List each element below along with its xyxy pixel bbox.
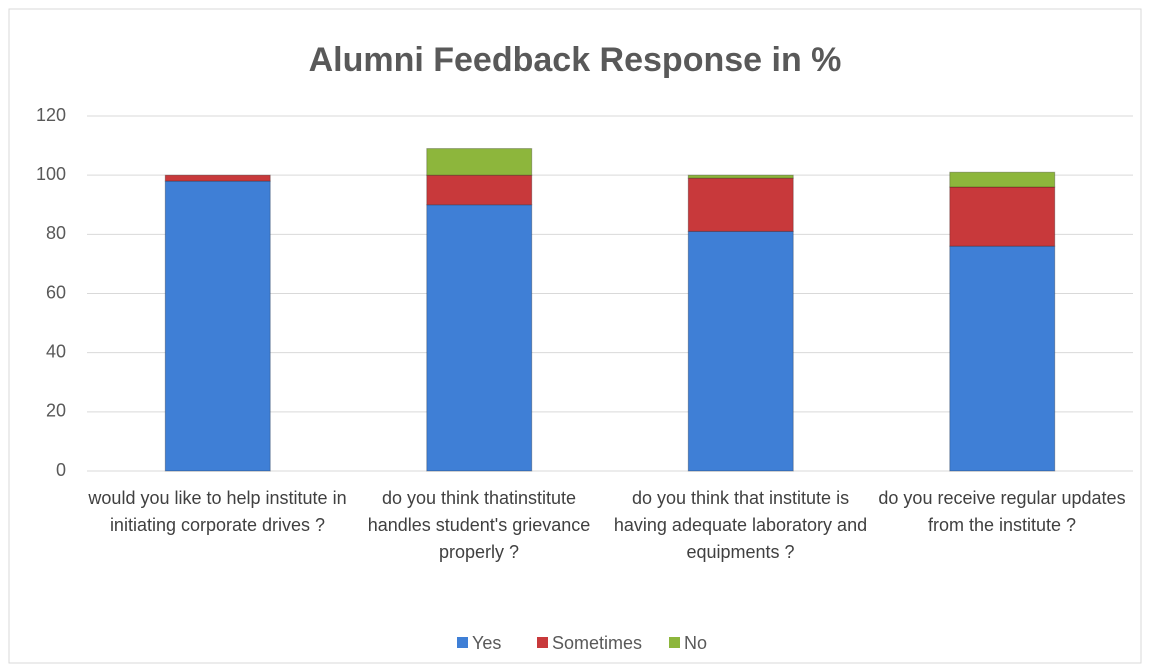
legend-label: Sometimes [552, 633, 642, 653]
bar-segment [687, 177, 794, 232]
bar-segment [687, 174, 794, 179]
legend-swatch [537, 637, 548, 648]
bar-segment [426, 204, 533, 472]
bar-segment [426, 148, 533, 176]
legend-label: Yes [472, 633, 501, 653]
y-tick-label: 80 [46, 223, 66, 243]
y-tick-label: 40 [46, 341, 66, 361]
y-tick-label: 20 [46, 401, 66, 421]
y-tick-label: 0 [56, 460, 66, 480]
x-tick-label: do you think that institute is having ad… [613, 488, 868, 562]
legend-label: No [684, 633, 707, 653]
y-tick-label: 100 [36, 164, 66, 184]
x-tick-label: do you receive regular updates from the … [878, 488, 1126, 535]
y-tick-label: 60 [46, 282, 66, 302]
bar-segment [426, 174, 533, 206]
legend-swatch [457, 637, 468, 648]
bar-segment [164, 174, 271, 182]
x-tick-label: would you like to help institute in init… [88, 488, 347, 535]
bar-segment [949, 171, 1056, 188]
chart-title: Alumni Feedback Response in % [309, 41, 842, 79]
bar-segment [687, 230, 794, 472]
x-tick-label: do you think thatinstitute handles stude… [367, 488, 591, 562]
bar-segment [949, 186, 1056, 247]
y-tick-label: 120 [36, 105, 66, 125]
bar-segment [949, 245, 1056, 472]
bar-segment [164, 180, 271, 472]
legend-swatch [669, 637, 680, 648]
